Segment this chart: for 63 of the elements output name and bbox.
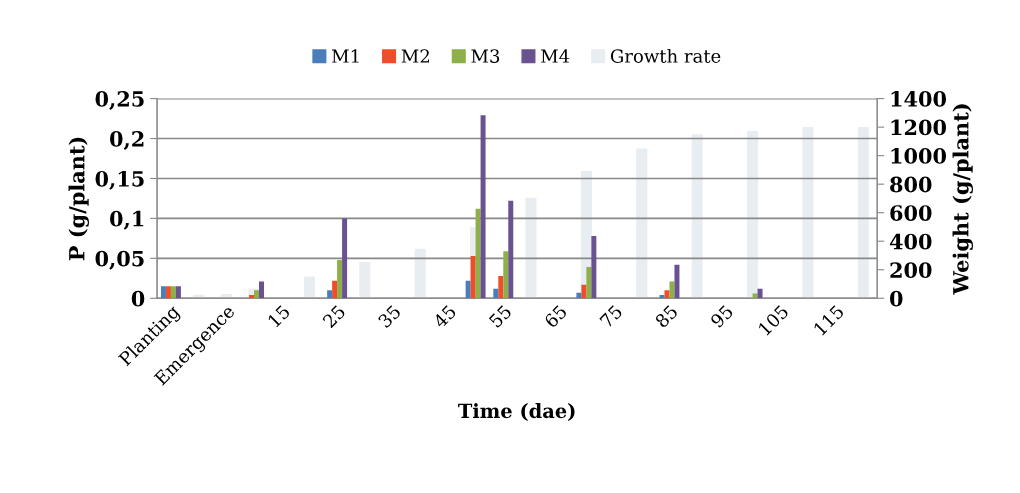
y-tick-label: 0,25 (95, 91, 144, 110)
x-tick-label: 65 (543, 304, 568, 329)
y2-tick-label: 800 (890, 176, 932, 193)
x-tick-label: 75 (599, 304, 623, 329)
bar (674, 264, 680, 299)
y2-tick-label: 1000 (891, 148, 947, 164)
x-tick-label: 85 (654, 304, 679, 329)
x-tick-label: 95 (709, 304, 734, 329)
bar (857, 127, 869, 299)
bar (359, 262, 371, 299)
bar (669, 281, 675, 299)
bar (303, 276, 315, 299)
bar (165, 286, 171, 299)
y2-tick-label: 0 (889, 290, 903, 307)
y2-tick-label: 1400 (891, 91, 947, 107)
legend-label: M4 (541, 49, 570, 63)
bar (414, 248, 426, 299)
bar (337, 259, 343, 299)
x-axis-title: Time (dae) (458, 403, 575, 421)
y2-tick-label: 400 (889, 233, 932, 250)
bar (664, 290, 670, 299)
y-tick-label: 0,2 (110, 130, 144, 150)
y-tick-label: 0,1 (110, 210, 144, 230)
bar (332, 280, 338, 299)
bar (508, 200, 514, 299)
bar (249, 295, 255, 299)
y-axis-title: P (g/plant) (68, 137, 89, 261)
bar (691, 134, 703, 299)
bar (175, 286, 181, 299)
bar (327, 290, 333, 299)
bar (498, 275, 504, 299)
bar (342, 218, 348, 299)
x-tick-label: 55 (488, 304, 513, 329)
bar (465, 280, 471, 299)
bar (160, 286, 166, 299)
x-tick-label: 35 (377, 304, 402, 329)
y-tick-label: 0,15 (95, 170, 144, 190)
bar (636, 148, 648, 299)
bar (480, 115, 486, 299)
bar (752, 293, 758, 299)
legend-label: M1 (332, 49, 359, 63)
y2-tick-label: 1200 (891, 119, 947, 136)
x-tick-label: 25 (321, 304, 347, 329)
bar (470, 255, 476, 299)
bar (802, 127, 814, 299)
y2-tick-label: 600 (890, 205, 932, 221)
bar (525, 197, 537, 299)
bar (747, 131, 759, 299)
bar (586, 267, 592, 299)
legend-label: M2 (401, 49, 429, 63)
legend-label: Growth rate (610, 48, 721, 63)
bar (493, 288, 499, 299)
x-tick-label: 15 (267, 304, 291, 328)
bar (170, 286, 176, 299)
bar (503, 251, 509, 299)
y2-tick-label: 200 (890, 262, 932, 278)
x-tick-label: 45 (432, 304, 457, 329)
bar (757, 288, 763, 299)
legend-label: M3 (471, 49, 500, 63)
y-tick-label: 0 (131, 290, 145, 307)
y2-axis-title: Weight (g/plant) (952, 104, 973, 295)
y-tick-label: 0,05 (95, 250, 144, 270)
bar (581, 284, 587, 299)
